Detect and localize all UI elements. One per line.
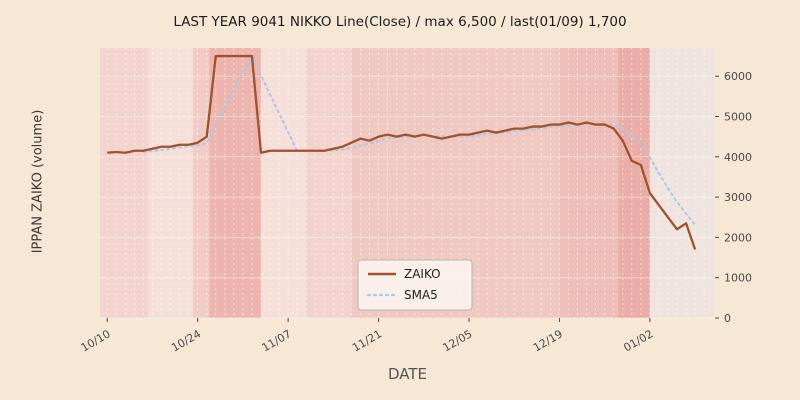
shaded-band	[260, 48, 307, 318]
shaded-band	[618, 48, 650, 318]
x-tick-label: 10/24	[169, 327, 203, 354]
y-tick-label: 4000	[724, 151, 752, 164]
x-tick-label: 10/10	[79, 327, 113, 354]
shaded-band	[209, 48, 261, 318]
y-tick-label: 3000	[724, 191, 752, 204]
x-tick-label: 11/07	[260, 327, 294, 354]
y-tick-label: 6000	[724, 70, 752, 83]
x-axis-label: DATE	[387, 365, 428, 383]
y-axis-label: IPPAN ZAIKO (volume)	[30, 109, 46, 254]
y-axis: 0 1000 2000 3000 4000 5000 6000	[715, 70, 752, 325]
y-tick-label: 1000	[724, 272, 752, 285]
x-tick-label: 01/02	[621, 327, 655, 354]
y-tick-label: 2000	[724, 231, 752, 244]
chart-title: LAST YEAR 9041 NIKKO Line(Close) / max 6…	[173, 14, 627, 30]
legend: ZAIKO SMA5	[357, 259, 473, 311]
shaded-band	[100, 48, 148, 318]
x-axis: 10/10 10/24 11/07 11/21 12/05 12/19 01/02	[79, 318, 655, 354]
legend-sma5-label: SMA5	[404, 288, 438, 302]
shaded-band	[193, 48, 210, 318]
legend-box	[357, 259, 473, 311]
zaiko-line	[107, 54, 697, 250]
y-tick-label: 0	[724, 312, 731, 325]
shaded-band	[306, 48, 352, 318]
y-tick-label: 5000	[724, 111, 752, 124]
legend-zaiko-label: ZAIKO	[404, 267, 441, 281]
shaded-band	[559, 48, 619, 318]
x-tick-label: 12/05	[441, 327, 475, 354]
x-tick-label: 12/19	[531, 327, 565, 354]
x-tick-label: 11/21	[350, 327, 384, 354]
